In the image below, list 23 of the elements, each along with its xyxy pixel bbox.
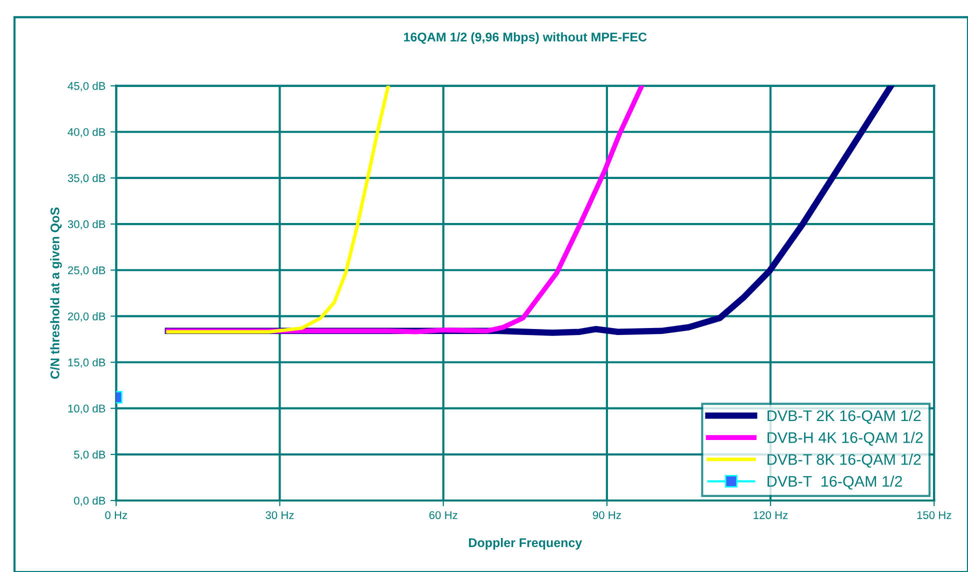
y-tick-label: 35,0 dB — [68, 174, 106, 184]
legend-label: DVB-H 4K 16-QAM 1/2 — [768, 432, 923, 446]
y-tick-label: 40,0 dB — [68, 128, 106, 138]
x-tick-label: 150 Hz — [917, 511, 952, 520]
y-tick-label: 10,0 dB — [68, 404, 106, 414]
x-tick-label: 0 Hz — [105, 511, 128, 520]
legend-label: DVB-T 2K 16-QAM 1/2 — [768, 410, 921, 424]
x-tick-label: 60 Hz — [429, 511, 458, 520]
x-tick-label: 30 Hz — [266, 511, 294, 520]
y-axis-title: C/N threshold at a given QoS — [50, 208, 62, 379]
x-axis-title: Doppler Frequency — [469, 538, 582, 550]
chart-title: 16QAM 1/2 (9,96 Mbps) without MPE-FEC — [404, 32, 647, 44]
y-tick-label: 15,0 dB — [68, 358, 106, 368]
legend-label: DVB-T 16-QAM 1/2 — [768, 476, 902, 490]
y-tick-label: 20,0 dB — [68, 312, 106, 322]
y-tick-label: 25,0 dB — [68, 266, 106, 276]
legend-label: DVB-T 8K 16-QAM 1/2 — [768, 454, 921, 468]
y-tick-label: 5,0 dB — [74, 450, 106, 460]
y-tick-label: 45,0 dB — [68, 82, 106, 92]
y-tick-label: 30,0 dB — [68, 220, 106, 230]
x-tick-label: 90 Hz — [592, 511, 621, 520]
x-tick-label: 120 Hz — [754, 511, 788, 520]
y-tick-label: 0,0 dB — [74, 496, 106, 506]
